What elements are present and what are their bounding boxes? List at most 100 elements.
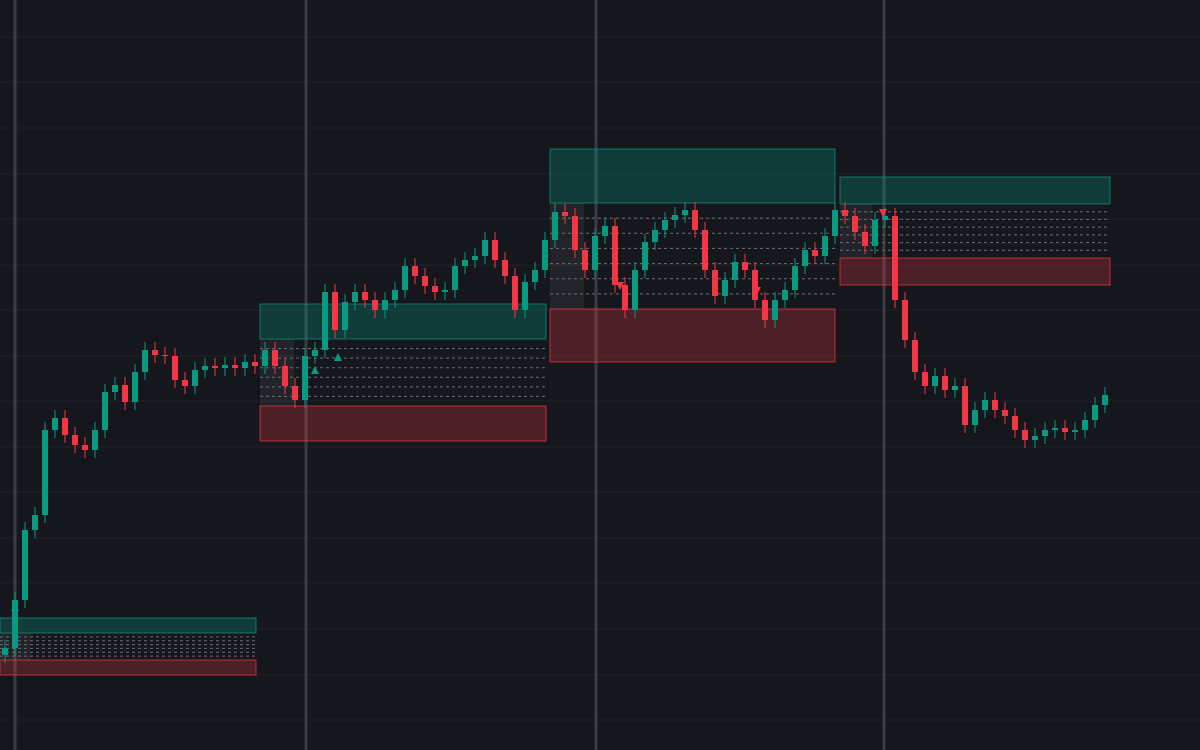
candle-body <box>1052 428 1058 430</box>
candle-body <box>302 356 308 400</box>
candle <box>462 252 468 274</box>
candle-body <box>352 292 358 302</box>
candle-body <box>742 262 748 270</box>
candle-body <box>432 286 438 292</box>
candle <box>672 207 678 228</box>
candle <box>442 282 448 300</box>
candle-body <box>972 410 978 425</box>
candle <box>762 292 768 328</box>
candle <box>352 284 358 310</box>
candle <box>262 342 268 374</box>
candle <box>42 422 48 523</box>
candle-body <box>312 350 318 356</box>
candle <box>312 342 318 364</box>
candle-body <box>112 385 118 392</box>
candle <box>472 248 478 268</box>
candle-body <box>682 210 688 215</box>
candle-body <box>482 240 488 256</box>
candle-body <box>42 430 48 515</box>
candle-body <box>342 302 348 330</box>
candle <box>962 378 968 433</box>
candle <box>282 358 288 394</box>
sell-signal <box>753 287 761 295</box>
buy-signal <box>11 603 19 611</box>
candle <box>1102 387 1108 413</box>
candle <box>22 522 28 608</box>
candle <box>662 212 668 238</box>
candle-body <box>732 262 738 280</box>
candle <box>922 364 928 394</box>
sell-signal <box>879 209 887 217</box>
candle <box>822 228 828 264</box>
candle <box>532 262 538 290</box>
candle <box>592 228 598 278</box>
candle-body <box>152 350 158 355</box>
candle-body <box>22 530 28 600</box>
candle-body <box>292 386 298 400</box>
candle <box>682 202 688 223</box>
candle <box>582 242 588 278</box>
candle <box>482 232 488 264</box>
candle-body <box>192 370 198 386</box>
candle-body <box>462 260 468 266</box>
candle <box>152 342 158 363</box>
candle-body <box>212 366 218 368</box>
candle <box>122 377 128 410</box>
candle-body <box>162 355 168 356</box>
candle <box>362 284 368 308</box>
candle <box>492 232 498 268</box>
candle <box>112 377 118 400</box>
sell-signal <box>616 282 624 290</box>
candle-body <box>872 220 878 246</box>
candle-body <box>812 250 818 256</box>
candle-body <box>582 250 588 270</box>
candle <box>772 292 778 328</box>
candle-body <box>202 366 208 370</box>
candle-body <box>262 350 268 366</box>
candle-body <box>802 250 808 266</box>
candle <box>872 212 878 254</box>
candle <box>812 242 818 264</box>
candle-body <box>32 515 38 530</box>
candle-body <box>382 300 388 310</box>
candle <box>752 262 758 308</box>
candle-body <box>322 292 328 350</box>
candle <box>32 507 38 538</box>
candle <box>212 358 218 376</box>
candle <box>1012 408 1018 438</box>
candle-body <box>692 210 698 230</box>
candle-body <box>992 400 998 410</box>
candle <box>132 364 138 410</box>
candle-body <box>492 240 498 260</box>
candle <box>1032 428 1038 448</box>
supply-zone <box>839 176 1111 205</box>
candle <box>562 204 568 224</box>
candle-body <box>842 210 848 216</box>
candle-body <box>132 372 138 402</box>
candle <box>892 208 898 308</box>
candle <box>1082 412 1088 438</box>
candle-body <box>622 285 628 310</box>
supply-zone <box>549 148 836 204</box>
candle <box>602 218 608 244</box>
candle-body <box>52 418 58 430</box>
candle-body <box>572 216 578 250</box>
candle-body <box>822 236 828 256</box>
demand-zone <box>549 308 836 363</box>
candle-body <box>862 232 868 246</box>
candle <box>712 262 718 304</box>
candle <box>972 402 978 433</box>
candle-body <box>922 372 928 386</box>
candle-body <box>12 600 18 648</box>
candle <box>222 357 228 376</box>
supply-zone <box>0 617 257 634</box>
candle-body <box>102 392 108 430</box>
candle-body <box>502 260 508 276</box>
candle <box>62 410 68 443</box>
candle-body <box>642 242 648 270</box>
candle <box>232 357 238 376</box>
candle-body <box>1092 405 1098 420</box>
candle <box>572 208 578 258</box>
candle <box>272 342 278 374</box>
candle <box>632 262 638 318</box>
